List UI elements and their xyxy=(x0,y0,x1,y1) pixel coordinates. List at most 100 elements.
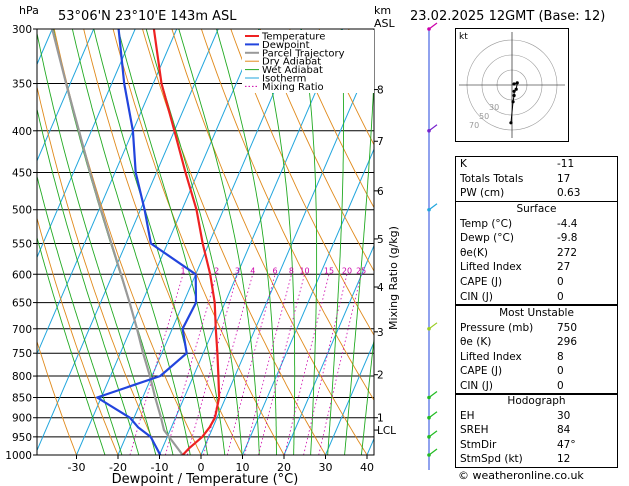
isotherm-line xyxy=(37,29,219,452)
altitude-tick-label: 8 xyxy=(377,85,384,97)
wet-adiabat-line xyxy=(257,29,296,455)
most-unstable-row: CIN (J) 0 xyxy=(456,379,617,394)
mixing-ratio-label: 1 xyxy=(181,266,186,275)
altitude-tick-label: 4 xyxy=(377,282,384,294)
altitude-tick-label: 7 xyxy=(377,136,384,148)
hodograph-table: Hodograph EH 30 SREH 84 StmDir 47° StmSpd (kt)… xyxy=(455,393,618,468)
hodograph-ring-label: 50 xyxy=(479,112,489,121)
wet-adiabat-line xyxy=(37,31,157,455)
hodograph-param-row: StmDir 47° xyxy=(456,438,617,453)
mixing-ratio-label: 10 xyxy=(299,266,309,275)
altitude-tick-label: 6 xyxy=(377,186,384,198)
mixing-ratio-line xyxy=(203,274,254,455)
isotherm-line xyxy=(325,340,374,455)
pressure-tick-label: 950 xyxy=(12,432,32,444)
most-unstable-title: Most Unstable xyxy=(499,307,574,319)
pressure-tick-label: 900 xyxy=(12,413,32,425)
legend-entry: Mixing Ratio xyxy=(262,82,324,93)
mixing-ratio-label: 8 xyxy=(289,266,294,275)
mixing-ratio-line xyxy=(165,274,218,455)
asl-label: ASL xyxy=(374,17,396,30)
pressure-tick-label: 350 xyxy=(12,79,32,91)
temperature-tick-label: -20 xyxy=(109,461,127,474)
temperature-tick-label: -30 xyxy=(68,461,86,474)
pressure-tick-label: 800 xyxy=(12,371,32,383)
pressure-tick-label: 650 xyxy=(12,298,32,310)
wind-barb-dot xyxy=(427,207,431,212)
hodograph-param-value: 47° xyxy=(557,438,576,451)
altitude-tick-label: 2 xyxy=(377,370,384,382)
hodograph-param-value: 30 xyxy=(557,409,571,422)
dry-adiabat-line xyxy=(112,29,285,455)
mixing-ratio-line xyxy=(318,274,362,455)
most-unstable-value: 0 xyxy=(557,379,564,392)
temperature-tick-label: -10 xyxy=(151,461,169,474)
surface-row: Lifted Index 27 xyxy=(456,260,617,275)
pressure-tick-label: 1000 xyxy=(5,450,32,462)
mixing-ratio-line xyxy=(226,274,276,455)
surface-row: CAPE (J) 0 xyxy=(456,275,617,290)
temperature-tick-label: 0 xyxy=(198,461,205,474)
hodograph-point xyxy=(512,93,516,98)
surface-value: -9.8 xyxy=(557,232,578,245)
most-unstable-value: 750 xyxy=(557,321,578,334)
pressure-tick-label: 850 xyxy=(12,392,32,404)
temperature-tick-label: 10 xyxy=(236,461,250,474)
altitude-tick-label: 3 xyxy=(377,327,384,339)
mixing-ratio-line xyxy=(244,274,292,455)
wet-adiabat-line xyxy=(360,335,374,455)
hodograph-ring-label: 70 xyxy=(469,121,479,130)
hodograph-point xyxy=(515,81,519,85)
pressure-tick-label: 450 xyxy=(12,167,32,179)
mixing-ratio-label: 20 xyxy=(342,266,352,275)
hodograph-point xyxy=(514,87,518,91)
legend-entry: Dewpoint xyxy=(262,40,310,51)
dry-adiabat-line xyxy=(200,29,374,401)
mixing-ratio-line xyxy=(258,274,305,455)
temperature-tick-label: 20 xyxy=(277,461,291,474)
surface-value: 27 xyxy=(557,261,571,274)
temperature-tick-label: 40 xyxy=(360,461,374,474)
most-unstable-row: Pressure (mb) 750 xyxy=(456,321,617,336)
isotherm-line xyxy=(200,51,374,455)
hodograph-point xyxy=(512,89,516,93)
mixing-ratio-label: 2 xyxy=(214,266,219,275)
pw-label: PW (cm) xyxy=(460,187,505,200)
datetime-title: 23.02.2025 12GMT (Base: 12) xyxy=(410,9,605,24)
legend-box xyxy=(242,30,374,93)
totals-totals-row: Totals Totals 17 xyxy=(456,172,617,187)
hodograph-point xyxy=(511,100,515,104)
surface-row: θe(K) 272 xyxy=(456,246,617,261)
wet-adiabat-line xyxy=(344,69,374,455)
dry-adiabat-line xyxy=(289,29,374,209)
totals-totals-label: Totals Totals xyxy=(460,172,524,185)
surface-value: 0 xyxy=(557,290,564,303)
wet-adiabat-line xyxy=(37,235,106,455)
surface-label: CAPE (J) xyxy=(460,275,503,288)
surface-label: Dewp (°C) xyxy=(460,232,514,245)
wet-adiabat-line xyxy=(145,29,243,455)
dewpoint-line xyxy=(96,29,198,455)
hodograph-point xyxy=(509,121,513,125)
most-unstable-label: Pressure (mb) xyxy=(460,321,534,334)
surface-row: Dewp (°C) -9.8 xyxy=(456,231,617,246)
pressure-tick-label: 700 xyxy=(12,324,32,336)
pressure-tick-label: 300 xyxy=(12,24,32,36)
surface-label: CIN (J) xyxy=(460,290,493,303)
surface-table: Surface Temp (°C) -4.4 Dewp (°C) -9.8 θe(K) 2… xyxy=(455,201,618,306)
most-unstable-value: 0 xyxy=(557,365,564,378)
pressure-tick-label: 600 xyxy=(12,269,32,281)
k-index-label: K xyxy=(460,158,467,170)
plot-area: 1 2 3 4 6 8 10 15 20 25 xyxy=(37,29,374,455)
surface-value: 272 xyxy=(557,246,578,259)
legend-entry: Temperature xyxy=(261,32,325,43)
dry-adiabat-line xyxy=(53,29,202,455)
pw-row: PW (cm) 0.63 xyxy=(456,186,617,201)
mixing-ratio-line xyxy=(284,274,330,455)
most-unstable-label: θe (K) xyxy=(460,336,492,349)
wet-adiabat-line xyxy=(37,107,140,455)
wind-barb-dot xyxy=(427,453,431,457)
temperature-tick-label: 30 xyxy=(319,461,333,474)
